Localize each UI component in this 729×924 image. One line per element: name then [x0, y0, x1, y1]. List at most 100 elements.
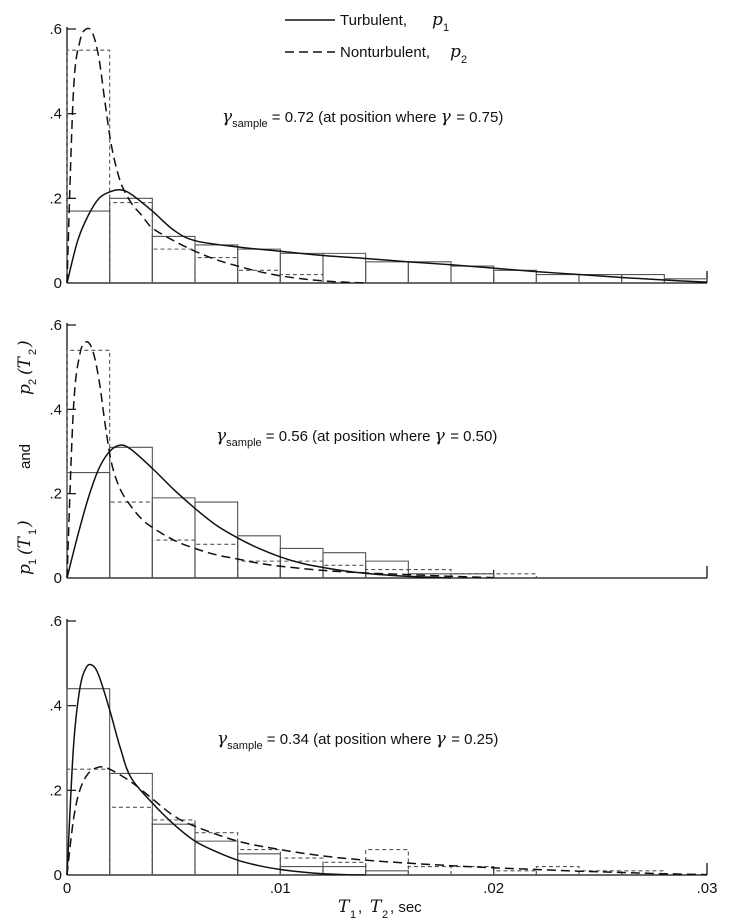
histogram-bar-nonturbulent	[109, 806, 153, 875]
x-label-sep: ,	[358, 899, 362, 916]
histogram-bar-turbulent	[450, 265, 495, 283]
annotation-value: = 0.72 (at position where	[268, 109, 441, 126]
histogram-bar-turbulent	[365, 261, 409, 283]
histogram-bar-nonturbulent	[237, 560, 281, 578]
y-label-and: and	[17, 444, 34, 469]
histogram-bar-nonturbulent	[407, 865, 452, 875]
x-label-t2-sub: 2	[382, 909, 388, 921]
y-label-p1-arg-sub: 1	[27, 529, 39, 535]
histogram-bar-nonturbulent	[109, 202, 153, 283]
x-tick-label: .03	[697, 880, 718, 897]
histogram-bar-turbulent	[151, 497, 196, 578]
histogram-bar-turbulent	[237, 248, 281, 283]
histogram-bar-nonturbulent	[365, 849, 409, 875]
curve-nonturbulent	[66, 341, 494, 579]
y-label-p2: p	[15, 384, 35, 395]
y-label-p1-sub: 1	[27, 559, 39, 565]
y-tick-label: .4	[49, 401, 62, 418]
annotation-gamma: γ	[217, 729, 228, 749]
annotation-gamma: γ	[222, 107, 233, 127]
histogram-bar-turbulent	[365, 560, 409, 578]
legend-turbulent-symbol: p	[432, 10, 443, 30]
histogram-bar-nonturbulent	[194, 543, 239, 578]
histogram-bar-turbulent	[109, 772, 153, 875]
x-label-unit: , sec	[390, 899, 422, 916]
histogram-bar-turbulent	[493, 269, 537, 283]
histogram-bar-turbulent	[66, 688, 111, 875]
curve-turbulent	[66, 444, 452, 579]
histogram-bar-nonturbulent	[407, 569, 452, 578]
x-tick-label: .01	[270, 880, 291, 897]
annotation-gamma2: γ	[441, 107, 457, 127]
legend-nonturbulent-subscript: 2	[461, 54, 467, 66]
annotation-value: = 0.56 (at position where	[262, 428, 435, 445]
curve-nonturbulent	[66, 27, 366, 284]
annotation-sub: sample	[232, 118, 267, 130]
curve-nonturbulent	[66, 765, 708, 876]
histogram-bar-turbulent	[535, 273, 580, 283]
y-tick-label: .2	[49, 190, 62, 207]
histogram-bar-nonturbulent	[365, 569, 409, 578]
histogram-bar-turbulent	[663, 278, 708, 283]
y-tick-label: .4	[49, 698, 62, 715]
chart-panel-3: 0 .2 .4 .6 0 .01 .02 .03 γsample = 0.34 (at posi…	[49, 613, 717, 897]
annotation-value2: = 0.50)	[450, 428, 497, 445]
y-tick-label: .4	[49, 106, 62, 123]
y-label-p2-sub: 2	[27, 379, 39, 385]
y-tick-label: .2	[49, 486, 62, 503]
y-label-p2-close: )	[15, 340, 35, 348]
histogram-bar-nonturbulent	[66, 349, 111, 578]
histogram-bar-nonturbulent	[450, 865, 495, 875]
histogram-bar-nonturbulent	[109, 501, 153, 578]
annotation-sub: sample	[226, 437, 261, 449]
histogram-bar-turbulent	[109, 446, 153, 578]
x-axis-label: T 1 , T 2 , sec	[338, 897, 422, 921]
y-label-p1-close: )	[15, 520, 35, 528]
histogram-bar-turbulent	[322, 552, 367, 578]
y-label-p1: p	[15, 564, 35, 575]
x-label-t2: T	[370, 897, 383, 917]
annotation-gamma2: γ	[435, 426, 451, 446]
annotation-value2: = 0.75)	[456, 109, 503, 126]
legend-turbulent-text: Turbulent,	[340, 12, 407, 29]
y-label-p1-arg: (T	[15, 535, 35, 555]
legend-turbulent-subscript: 1	[443, 22, 449, 34]
histogram-bar-nonturbulent	[194, 257, 239, 283]
histogram-bar-turbulent	[66, 472, 111, 578]
y-label-p2-arg: (T	[15, 355, 35, 375]
histogram-bar-nonturbulent	[279, 273, 324, 283]
y-tick-label: 0	[54, 275, 62, 292]
legend: Turbulent, p 1 Nonturbulent, p 2	[285, 10, 467, 66]
histogram-bar-nonturbulent	[151, 819, 196, 875]
x-label-t1: T	[338, 897, 351, 917]
histogram-bar-nonturbulent	[66, 768, 111, 875]
y-label-p2-arg-sub: 2	[27, 349, 39, 355]
histogram-bar-turbulent	[109, 197, 153, 283]
gamma-annotation: γsample = 0.56 (at position where γ = 0.…	[216, 426, 497, 449]
x-tick-label: .02	[483, 880, 504, 897]
legend-nonturbulent-symbol: p	[450, 42, 461, 62]
y-tick-label: 0	[54, 570, 62, 587]
annotation-sub: sample	[227, 740, 262, 752]
y-tick-label: .6	[49, 21, 62, 38]
annotation-value2: = 0.25)	[451, 731, 498, 748]
y-tick-label: .2	[49, 782, 62, 799]
y-axis-label: p 1 (T 1 ) and p 2 (T 2 )	[15, 340, 39, 575]
x-label-t1-sub: 1	[350, 909, 356, 921]
y-tick-label: .6	[49, 317, 62, 334]
y-tick-label: .6	[49, 613, 62, 630]
legend-nonturbulent-text: Nonturbulent,	[340, 44, 430, 61]
curve-turbulent	[66, 663, 366, 876]
curve-turbulent	[66, 189, 708, 284]
gamma-annotation: γsample = 0.72 (at position where γ = 0.…	[222, 107, 503, 130]
annotation-gamma: γ	[216, 426, 227, 446]
y-tick-label: 0	[54, 867, 62, 884]
histogram-bar-nonturbulent	[66, 49, 111, 283]
x-tick-label: 0	[63, 880, 71, 897]
annotation-value: = 0.34 (at position where	[263, 731, 436, 748]
histogram-bar-turbulent	[365, 870, 409, 875]
